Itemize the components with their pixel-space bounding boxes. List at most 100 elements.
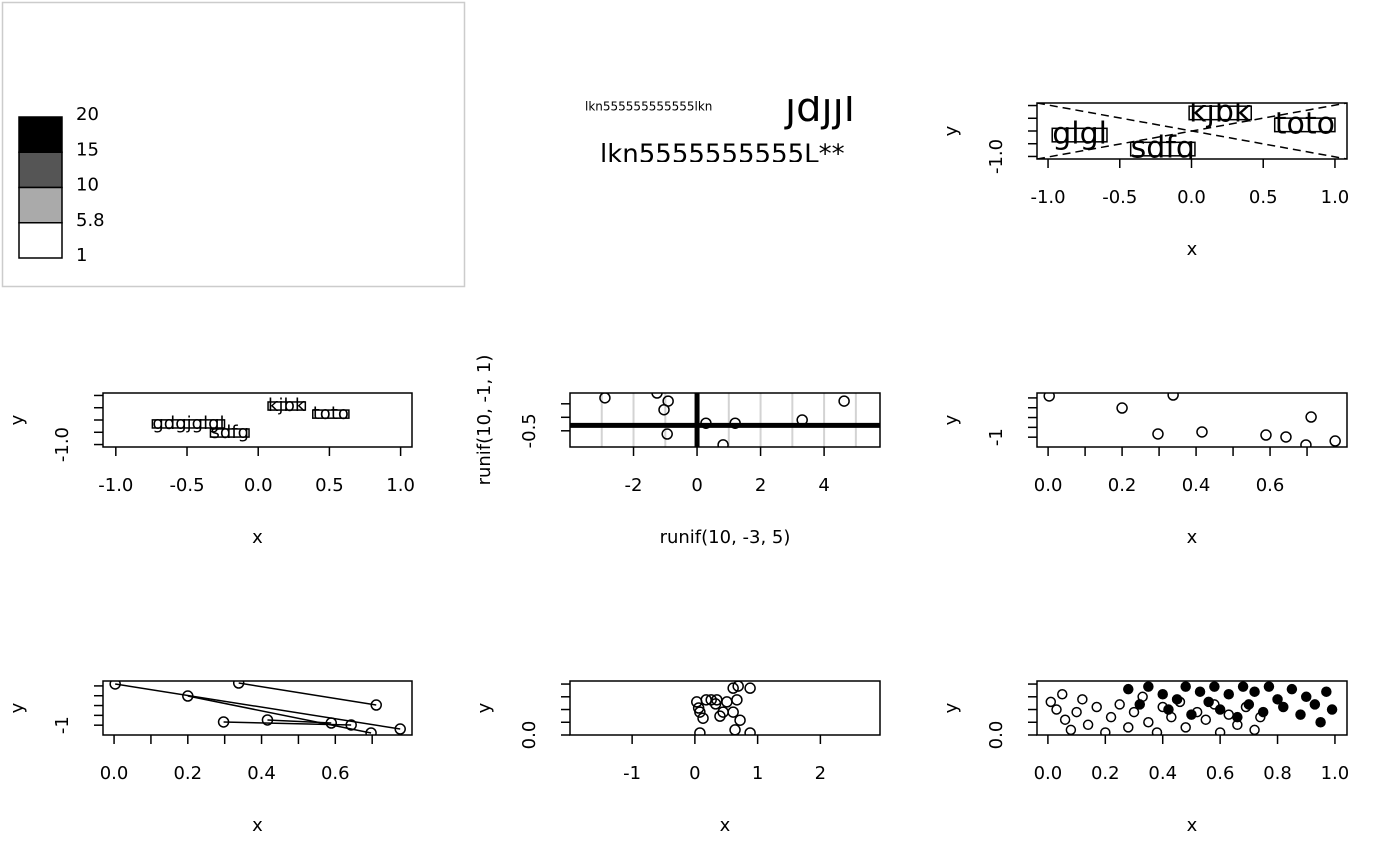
segment: [223, 721, 352, 726]
x-tick-label: 0.4: [247, 763, 276, 784]
point: [1045, 696, 1057, 708]
point: [1237, 681, 1249, 692]
point: [1105, 711, 1117, 723]
point-label: toto: [313, 403, 349, 424]
point: [1243, 699, 1255, 710]
y-tick-label: -1: [986, 428, 1007, 446]
x-tick-label: 0.6: [321, 763, 350, 784]
x-tick-label: -1: [623, 763, 641, 784]
point: [1257, 706, 1269, 718]
y-tick-label: -1.0: [52, 427, 73, 462]
point: [1209, 681, 1220, 692]
point: [1196, 426, 1208, 438]
plot-frame: [569, 680, 881, 736]
point: [1065, 724, 1077, 735]
plot-area: [691, 681, 756, 735]
point: [651, 393, 663, 399]
point: [370, 699, 382, 711]
point: [1082, 719, 1094, 731]
plot-area: [570, 393, 880, 447]
legend-swatch: [18, 116, 63, 153]
y-axis-label: y: [7, 702, 28, 713]
point: [694, 727, 706, 735]
point: [1272, 694, 1283, 705]
point: [1180, 681, 1191, 692]
point: [232, 681, 245, 689]
y-tick-label: -1: [52, 716, 73, 734]
x-tick-label: 0.2: [1108, 475, 1137, 496]
point: [182, 690, 194, 702]
point: [1214, 727, 1226, 735]
legend-label: 10: [76, 175, 99, 196]
point: [1300, 691, 1312, 703]
point: [1305, 411, 1317, 423]
x-tick-label: 0.0: [244, 475, 273, 496]
point: [1091, 701, 1102, 713]
point: [1223, 709, 1234, 720]
x-axis-label: x: [1187, 815, 1198, 836]
plot-area: [1045, 681, 1338, 735]
point: [1329, 435, 1341, 447]
label-box: [151, 419, 226, 429]
small-text: lkn555555555555lkn: [585, 100, 712, 114]
x-tick-label: -0.5: [1102, 187, 1137, 208]
label-box: [1129, 141, 1196, 157]
point-label: sdfg: [1131, 131, 1195, 166]
plot-frame: [569, 392, 881, 448]
label-box: [1273, 117, 1336, 133]
point: [345, 719, 357, 731]
x-tick-label: 0.2: [173, 763, 202, 784]
point: [1232, 711, 1243, 723]
y-axis-label: y: [941, 414, 962, 425]
legend-box: [1, 1, 466, 288]
label-box: [1051, 127, 1108, 143]
point: [1249, 686, 1260, 697]
x-tick-label: 0.4: [1182, 475, 1211, 496]
point: [1309, 699, 1321, 710]
point: [325, 717, 337, 729]
point: [1143, 717, 1154, 728]
point: [1326, 704, 1338, 715]
point: [796, 414, 808, 426]
point: [658, 403, 670, 416]
point-label: kjbk: [268, 395, 306, 416]
point: [1295, 709, 1306, 720]
diagonal: [1037, 103, 1347, 159]
point: [1286, 683, 1298, 695]
point: [1203, 696, 1214, 708]
y-tick-label: 0.0: [986, 721, 1007, 750]
point: [1223, 688, 1234, 700]
point: [1180, 722, 1191, 733]
point-label: kjbk: [1189, 94, 1252, 129]
y-axis-label: y: [941, 702, 962, 713]
x-tick-label: 0: [691, 475, 702, 496]
point: [1123, 722, 1134, 733]
point: [744, 727, 756, 735]
x-axis-label: x: [252, 527, 263, 548]
x-tick-label: -0.5: [169, 475, 204, 496]
x-tick-label: 0.0: [100, 763, 129, 784]
text-panel: lkn555555555555lkn jdjjl lkn5555555555L*…: [585, 96, 855, 170]
point: [721, 696, 733, 708]
plot-area: [109, 681, 406, 735]
point: [1171, 694, 1183, 705]
point: [109, 681, 121, 690]
point: [727, 706, 739, 718]
x-tick-label: 1: [752, 763, 763, 784]
medium-text: lkn5555555555L**: [600, 140, 845, 170]
point: [1260, 429, 1272, 441]
point: [692, 702, 705, 714]
plot-frame: [1036, 392, 1348, 448]
x-tick-label: 2: [815, 763, 826, 784]
x-tick-label: 0.5: [1249, 187, 1278, 208]
point: [1194, 686, 1206, 697]
point: [1151, 727, 1163, 735]
point: [1278, 701, 1289, 713]
label-box: [1188, 105, 1253, 121]
point-label: toto: [1275, 106, 1335, 141]
point: [1100, 727, 1111, 735]
point: [1059, 714, 1071, 725]
x-axis-label: x: [252, 815, 263, 836]
point: [717, 439, 729, 447]
